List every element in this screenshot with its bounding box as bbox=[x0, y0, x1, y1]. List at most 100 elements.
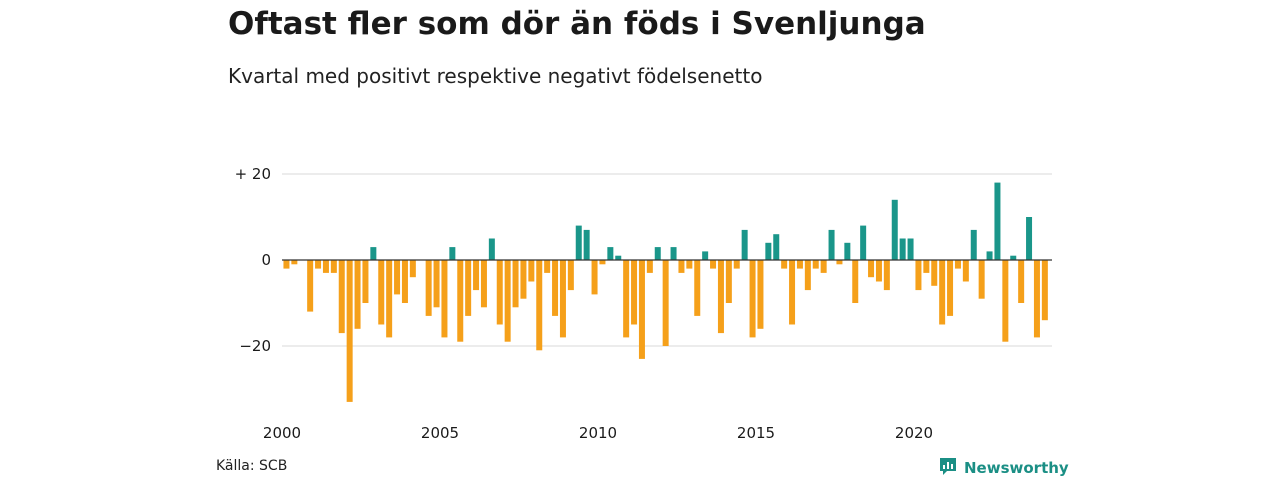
bar bbox=[915, 260, 922, 291]
bar bbox=[717, 260, 724, 334]
bar bbox=[741, 229, 748, 260]
bar bbox=[449, 247, 456, 260]
bar bbox=[860, 225, 867, 260]
chart-title: Oftast fler som dör än föds i Svenljunga bbox=[228, 6, 926, 42]
bar bbox=[646, 260, 653, 273]
y-tick-label: + 20 bbox=[235, 165, 271, 183]
bar bbox=[710, 260, 717, 269]
bar bbox=[836, 260, 843, 265]
bar bbox=[733, 260, 740, 269]
bar bbox=[994, 182, 1001, 260]
bar bbox=[694, 260, 701, 316]
bar bbox=[749, 260, 756, 338]
bar bbox=[409, 260, 416, 278]
bar bbox=[378, 260, 385, 325]
bar bbox=[757, 260, 764, 329]
bar bbox=[330, 260, 337, 273]
bar bbox=[441, 260, 448, 338]
bar bbox=[812, 260, 819, 269]
bar bbox=[678, 260, 685, 273]
bar bbox=[362, 260, 369, 303]
bar bbox=[907, 238, 914, 260]
bar bbox=[291, 260, 298, 265]
bar bbox=[354, 260, 361, 329]
bar bbox=[725, 260, 732, 303]
bar bbox=[615, 255, 622, 260]
bar bbox=[552, 260, 559, 316]
y-axis-ticks: + 20 0 −20 bbox=[235, 165, 271, 355]
bar bbox=[670, 247, 677, 260]
x-tick-label: 2015 bbox=[737, 424, 775, 442]
bar bbox=[315, 260, 322, 269]
bar bbox=[559, 260, 566, 338]
bar bbox=[686, 260, 693, 269]
bar bbox=[607, 247, 614, 260]
bar bbox=[789, 260, 796, 325]
bar bbox=[322, 260, 329, 273]
bar bbox=[939, 260, 946, 325]
bar bbox=[978, 260, 985, 299]
bar bbox=[591, 260, 598, 295]
x-tick-label: 2020 bbox=[895, 424, 933, 442]
bar bbox=[623, 260, 630, 338]
x-tick-label: 2010 bbox=[579, 424, 617, 442]
bar bbox=[528, 260, 535, 282]
bar bbox=[923, 260, 930, 273]
bar bbox=[662, 260, 669, 346]
bar bbox=[583, 229, 590, 260]
x-tick-label: 2000 bbox=[263, 424, 301, 442]
bar bbox=[473, 260, 480, 291]
bar bbox=[575, 225, 582, 260]
x-tick-label: 2005 bbox=[421, 424, 459, 442]
bar bbox=[702, 251, 709, 260]
bar bbox=[986, 251, 993, 260]
bar bbox=[512, 260, 519, 308]
x-axis-ticks: 2000 2005 2010 2015 2020 bbox=[263, 424, 933, 442]
bar bbox=[1002, 260, 1009, 342]
bar bbox=[962, 260, 969, 282]
bar bbox=[520, 260, 527, 299]
bar bbox=[1010, 255, 1017, 260]
bar bbox=[804, 260, 811, 291]
bar bbox=[307, 260, 314, 312]
bar bbox=[931, 260, 938, 286]
bar bbox=[567, 260, 574, 291]
bar bbox=[1041, 260, 1048, 321]
bar bbox=[457, 260, 464, 342]
bar bbox=[947, 260, 954, 316]
bar bbox=[631, 260, 638, 325]
bar bbox=[765, 242, 772, 260]
bar bbox=[346, 260, 353, 402]
bar bbox=[1026, 217, 1033, 260]
bar bbox=[654, 247, 661, 260]
bar bbox=[844, 242, 851, 260]
bar bbox=[970, 229, 977, 260]
bar bbox=[875, 260, 882, 282]
bar bbox=[504, 260, 511, 342]
bar bbox=[820, 260, 827, 273]
bars bbox=[283, 182, 1048, 402]
bar bbox=[852, 260, 859, 303]
bar bbox=[891, 199, 898, 260]
bar bbox=[781, 260, 788, 269]
bar bbox=[773, 234, 780, 260]
bar bbox=[638, 260, 645, 359]
bar bbox=[544, 260, 551, 273]
bar bbox=[796, 260, 803, 269]
bar bbox=[480, 260, 487, 308]
bar bbox=[1018, 260, 1025, 303]
bar bbox=[1033, 260, 1040, 338]
newsworthy-icon bbox=[938, 456, 958, 480]
bar bbox=[370, 247, 377, 260]
bar bbox=[536, 260, 543, 351]
source-label: Källa: SCB bbox=[216, 458, 288, 474]
bar bbox=[883, 260, 890, 291]
newsworthy-logo[interactable]: Newsworthy bbox=[938, 456, 1069, 480]
bar bbox=[283, 260, 290, 269]
bar bbox=[401, 260, 408, 303]
newsworthy-wordmark: Newsworthy bbox=[964, 459, 1069, 477]
bar bbox=[386, 260, 393, 338]
bar bbox=[338, 260, 345, 334]
bar bbox=[425, 260, 432, 316]
